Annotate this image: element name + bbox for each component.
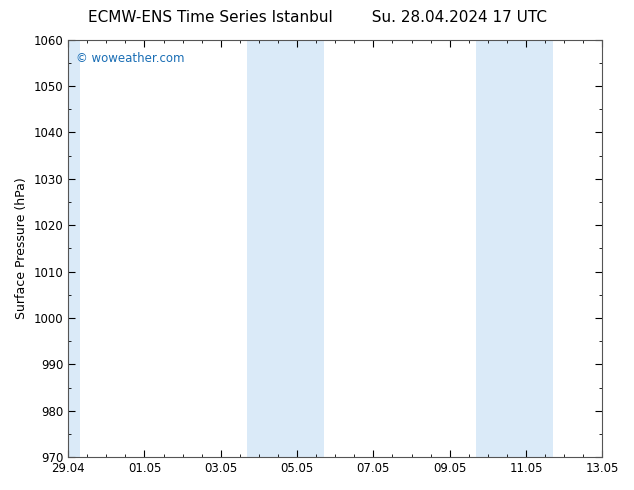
Bar <box>68 40 80 457</box>
Bar <box>247 40 324 457</box>
Text: © woweather.com: © woweather.com <box>76 52 184 65</box>
Bar <box>476 40 553 457</box>
Text: ECMW-ENS Time Series Istanbul        Su. 28.04.2024 17 UTC: ECMW-ENS Time Series Istanbul Su. 28.04.… <box>87 10 547 25</box>
Y-axis label: Surface Pressure (hPa): Surface Pressure (hPa) <box>15 177 28 319</box>
